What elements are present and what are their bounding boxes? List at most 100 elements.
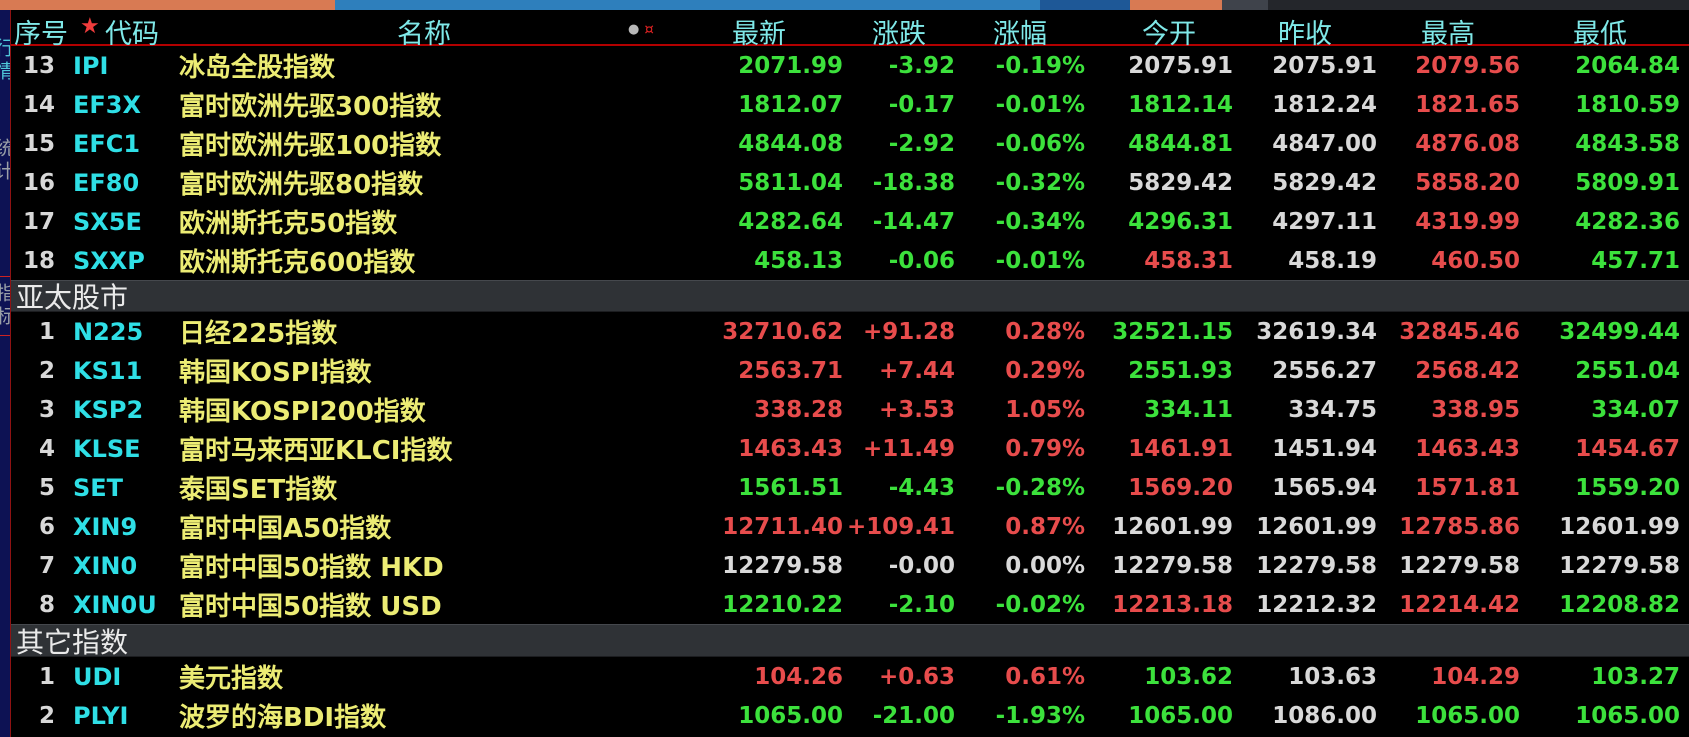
high-cell: 12785.86 (1399, 513, 1520, 540)
index-row[interactable]: 6 XIN9 富时中国A50指数 12711.40 +109.41 0.87% 12601.… (11, 507, 1689, 546)
index-row[interactable]: 4 KLSE 富时马来西亚KLCI指数 1463.43 +11.49 0.79% 1461.… (11, 429, 1689, 468)
open-cell: 1812.14 (1128, 91, 1233, 118)
low-cell: 1065.00 (1575, 702, 1680, 729)
prev-cell: 1565.94 (1272, 474, 1377, 501)
index-row[interactable]: 16 EF80 富时欧洲先驱80指数 5811.04 -18.38 -0.32% 5829.… (11, 163, 1689, 202)
seq-cell: 18 (22, 247, 55, 274)
index-row[interactable]: 8 XIN0U 富时中国50指数 USD 12210.22 -2.10 -0.02% 122… (11, 585, 1689, 624)
pct-cell: -0.06% (995, 130, 1085, 157)
index-row[interactable]: 14 EF3X 富时欧洲先驱300指数 1812.07 -0.17 -0.01% 1812.… (11, 85, 1689, 124)
low-cell: 5809.91 (1575, 169, 1680, 196)
index-row[interactable]: 7 XIN0 富时中国50指数 HKD 12279.58 -0.00 0.00% 12279… (11, 546, 1689, 585)
chg-cell: +91.28 (862, 318, 955, 345)
index-row[interactable]: 1 UDI 美元指数 104.26 +0.63 0.61% 103.62 103.63 104.… (11, 657, 1689, 696)
code-cell: KSP2 (73, 395, 144, 424)
name-cell: 欧洲斯托克600指数 (179, 248, 416, 278)
seq-cell: 1 (38, 318, 55, 345)
chg-cell: +7.44 (878, 357, 955, 384)
high-cell: 5858.20 (1415, 169, 1520, 196)
section-header: 其它指数 (11, 624, 1689, 659)
pct-cell: -0.01% (995, 91, 1085, 118)
chg-cell: -0.06 (888, 247, 955, 274)
open-cell: 2075.91 (1128, 52, 1233, 79)
seq-cell: 16 (22, 169, 55, 196)
low-cell: 457.71 (1591, 247, 1680, 274)
favorite-star-icon[interactable]: ★ (80, 14, 100, 39)
chg-cell: -2.10 (888, 591, 955, 618)
strip-segment (1040, 0, 1130, 10)
pct-cell: -0.34% (995, 208, 1085, 235)
pct-cell: -1.93% (995, 702, 1085, 729)
index-row[interactable]: 1 N225 日经225指数 32710.62 +91.28 0.28% 32521.15 3… (11, 312, 1689, 351)
index-row[interactable]: 17 SX5E 欧洲斯托克50指数 4282.64 -14.47 -0.34% 4296.3… (11, 202, 1689, 241)
seq-cell: 5 (38, 474, 55, 501)
name-cell: 波罗的海BDI指数 (179, 703, 387, 733)
pct-cell: -0.01% (995, 247, 1085, 274)
header-name-icons[interactable]: ● ¤ (628, 20, 654, 38)
last-cell: 458.13 (754, 247, 843, 274)
pct-cell: -0.19% (995, 52, 1085, 79)
index-row[interactable]: 2 PLYI 波罗的海BDI指数 1065.00 -21.00 -1.93% 1065.00… (11, 696, 1689, 735)
pct-cell: 0.00% (1005, 552, 1085, 579)
open-cell: 103.62 (1144, 663, 1233, 690)
chg-cell: -0.17 (888, 91, 955, 118)
high-cell: 1571.81 (1415, 474, 1520, 501)
header-percent[interactable]: 涨幅 (993, 19, 1047, 50)
sidebar-tab-0[interactable]: 行情 (0, 38, 11, 84)
index-row[interactable]: 15 EFC1 富时欧洲先驱100指数 4844.08 -2.92 -0.06% 4844.… (11, 124, 1689, 163)
seq-cell: 3 (38, 396, 55, 423)
high-cell: 338.95 (1431, 396, 1520, 423)
header-low[interactable]: 最低 (1573, 19, 1627, 50)
left-tab-sidebar[interactable]: 行情 统计 指标 (0, 10, 11, 737)
open-cell: 4296.31 (1128, 208, 1233, 235)
index-row[interactable]: 18 SXXP 欧洲斯托克600指数 458.13 -0.06 -0.01% 458.31 4… (11, 241, 1689, 280)
chg-cell: -4.43 (888, 474, 955, 501)
name-cell: 富时中国50指数 USD (179, 592, 442, 622)
last-cell: 2563.71 (738, 357, 843, 384)
low-cell: 2064.84 (1575, 52, 1680, 79)
pct-cell: -0.28% (995, 474, 1085, 501)
open-cell: 12601.99 (1112, 513, 1233, 540)
sidebar-tab-1[interactable]: 统计 (0, 138, 11, 184)
index-row[interactable]: 13 IPI 冰岛全股指数 2071.99 -3.92 -0.19% 2075.91 2075… (11, 46, 1689, 85)
prev-cell: 12212.32 (1256, 591, 1377, 618)
code-cell: KS11 (73, 356, 143, 385)
name-cell: 富时欧洲先驱80指数 (179, 170, 424, 200)
index-row[interactable]: 3 KSP2 韩国KOSPI200指数 338.28 +3.53 1.05% 334.11 3… (11, 390, 1689, 429)
low-cell: 1810.59 (1575, 91, 1680, 118)
header-high[interactable]: 最高 (1421, 19, 1475, 50)
index-row[interactable]: 5 SET 泰国SET指数 1561.51 -4.43 -0.28% 1569.20 1565… (11, 468, 1689, 507)
sidebar-tab-2[interactable]: 指标 (0, 276, 10, 336)
name-cell: 韩国KOSPI200指数 (179, 397, 426, 427)
low-cell: 1559.20 (1575, 474, 1680, 501)
code-cell: PLYI (73, 701, 129, 730)
section-title: 亚太股市 (16, 281, 129, 314)
header-last[interactable]: 最新 (732, 19, 786, 50)
header-code[interactable]: 代码 (105, 19, 159, 50)
strip-segment (335, 0, 1040, 10)
prev-cell: 1812.24 (1272, 91, 1377, 118)
high-cell: 12214.42 (1399, 591, 1520, 618)
header-prev-close[interactable]: 昨收 (1278, 19, 1332, 50)
high-cell: 4319.99 (1415, 208, 1520, 235)
last-cell: 5811.04 (738, 169, 843, 196)
red-marker-icon: ¤ (644, 20, 654, 38)
prev-cell: 1086.00 (1272, 702, 1377, 729)
header-name[interactable]: 名称 (397, 19, 451, 50)
header-seq[interactable]: 序号 (14, 19, 68, 50)
chg-cell: +11.49 (862, 435, 955, 462)
seq-cell: 14 (22, 91, 55, 118)
table-header-row: 序号 ★ 代码 名称 ● ¤ 最新 涨跌 涨幅 今开 昨收 最高 最低 (11, 10, 1689, 50)
header-change[interactable]: 涨跌 (872, 19, 926, 50)
open-cell: 12279.58 (1112, 552, 1233, 579)
high-cell: 4876.08 (1415, 130, 1520, 157)
open-cell: 1569.20 (1128, 474, 1233, 501)
open-cell: 334.11 (1144, 396, 1233, 423)
seq-cell: 6 (38, 513, 55, 540)
prev-cell: 5829.42 (1272, 169, 1377, 196)
header-open[interactable]: 今开 (1142, 19, 1196, 50)
prev-cell: 2556.27 (1272, 357, 1377, 384)
prev-cell: 2075.91 (1272, 52, 1377, 79)
index-row[interactable]: 2 KS11 韩国KOSPI指数 2563.71 +7.44 0.29% 2551.93 25… (11, 351, 1689, 390)
